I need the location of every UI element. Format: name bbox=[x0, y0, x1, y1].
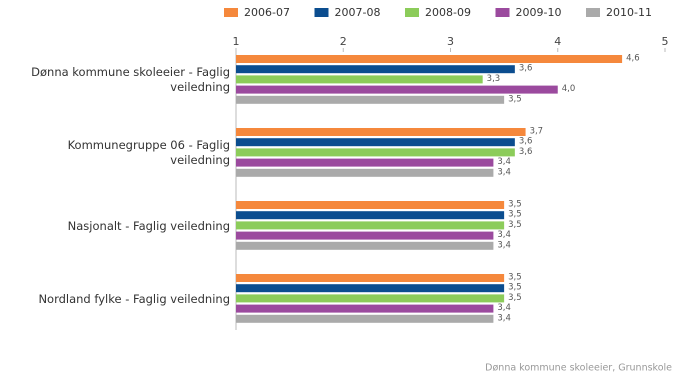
value-label: 3,4 bbox=[497, 303, 511, 313]
bar bbox=[236, 274, 505, 282]
value-label: 3,5 bbox=[508, 283, 522, 293]
x-tick-label: 2 bbox=[340, 35, 347, 48]
legend-swatch bbox=[495, 8, 510, 17]
category-label: Kommunegruppe 06 - Faglig veiledning bbox=[67, 138, 230, 167]
bar bbox=[236, 231, 494, 240]
x-tick-label: 3 bbox=[447, 35, 454, 48]
category-label: Nasjonalt - Faglig veiledning bbox=[67, 218, 230, 233]
bar bbox=[236, 211, 505, 220]
bar bbox=[236, 75, 483, 84]
legend-label: 2006-07 bbox=[244, 6, 290, 19]
value-label: 3,5 bbox=[508, 210, 522, 220]
bar bbox=[236, 284, 505, 293]
bar bbox=[236, 85, 558, 94]
legend-swatch bbox=[405, 8, 419, 17]
value-label: 3,4 bbox=[497, 230, 511, 240]
category-label: Nordland fylke - Faglig veiledning bbox=[38, 291, 230, 306]
bar bbox=[236, 168, 494, 177]
value-label: 3,3 bbox=[487, 74, 501, 84]
legend-swatch bbox=[224, 8, 238, 17]
footnote: Dønna kommune skoleeier, Grunnskole bbox=[485, 363, 672, 374]
value-label: 3,4 bbox=[497, 313, 511, 323]
bar bbox=[236, 148, 515, 157]
bar bbox=[236, 95, 505, 104]
bar bbox=[236, 201, 505, 209]
value-label: 3,6 bbox=[519, 137, 533, 147]
value-label: 3,4 bbox=[497, 240, 511, 250]
value-label: 3,6 bbox=[519, 64, 533, 74]
bar bbox=[236, 241, 494, 250]
legend-swatch bbox=[314, 8, 329, 17]
x-tick-label: 5 bbox=[662, 35, 669, 48]
bar bbox=[236, 314, 494, 323]
value-label: 3,6 bbox=[519, 147, 533, 157]
legend-label: 2007-08 bbox=[335, 6, 381, 19]
bar bbox=[236, 294, 505, 303]
legend-label: 2009-10 bbox=[516, 6, 562, 19]
bar bbox=[236, 138, 515, 147]
bar bbox=[236, 158, 494, 167]
value-label: 3,5 bbox=[508, 273, 522, 283]
x-tick-label: 4 bbox=[554, 35, 561, 48]
value-label: 3,4 bbox=[497, 157, 511, 167]
value-label: 3,7 bbox=[530, 127, 544, 137]
bar bbox=[236, 55, 623, 63]
value-label: 4,0 bbox=[562, 84, 576, 94]
value-label: 3,5 bbox=[508, 293, 522, 303]
value-label: 3,4 bbox=[497, 167, 511, 177]
value-label: 3,5 bbox=[508, 200, 522, 210]
bar bbox=[236, 128, 526, 136]
x-tick-label: 1 bbox=[233, 35, 240, 48]
legend-label: 2008-09 bbox=[425, 6, 471, 19]
bar bbox=[236, 221, 505, 230]
bar bbox=[236, 65, 515, 74]
legend-label: 2010-11 bbox=[606, 6, 652, 19]
category-label: Dønna kommune skoleeier - Faglig veiledn… bbox=[31, 65, 230, 94]
bar bbox=[236, 304, 494, 313]
value-label: 3,5 bbox=[508, 94, 522, 104]
value-label: 4,6 bbox=[626, 54, 640, 64]
legend-swatch bbox=[586, 8, 600, 17]
value-label: 3,5 bbox=[508, 220, 522, 230]
